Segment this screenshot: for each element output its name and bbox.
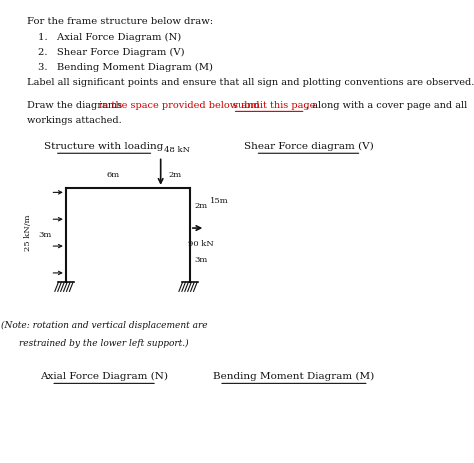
- Text: 2m: 2m: [194, 202, 208, 210]
- Text: , along with a cover page and all: , along with a cover page and all: [306, 101, 467, 110]
- Text: Axial Force Diagram (N): Axial Force Diagram (N): [40, 372, 168, 381]
- Text: 2.   Shear Force Diagram (V): 2. Shear Force Diagram (V): [38, 48, 185, 57]
- Text: Shear Force diagram (V): Shear Force diagram (V): [244, 142, 374, 151]
- Text: restrained by the lower left support.): restrained by the lower left support.): [19, 339, 189, 348]
- Text: For the frame structure below draw:: For the frame structure below draw:: [27, 18, 214, 26]
- Text: (Note: rotation and vertical displacement are: (Note: rotation and vertical displacemen…: [1, 321, 208, 331]
- Text: in the space provided below and: in the space provided below and: [99, 101, 262, 110]
- Text: submit this page: submit this page: [233, 101, 315, 110]
- Text: 15m: 15m: [210, 197, 228, 205]
- Text: 3m: 3m: [194, 256, 208, 264]
- Text: 6m: 6m: [107, 171, 120, 180]
- Text: 1.   Axial Force Diagram (N): 1. Axial Force Diagram (N): [38, 33, 182, 42]
- Text: Bending Moment Diagram (M): Bending Moment Diagram (M): [213, 372, 374, 381]
- Text: workings attached.: workings attached.: [27, 116, 122, 125]
- Text: 3.   Bending Moment Diagram (M): 3. Bending Moment Diagram (M): [38, 63, 213, 72]
- Text: Label all significant points and ensure that all sign and plotting conventions a: Label all significant points and ensure …: [27, 78, 474, 87]
- Text: Draw the diagrams: Draw the diagrams: [27, 101, 126, 110]
- Text: 90 kN: 90 kN: [188, 239, 214, 248]
- Text: 3m: 3m: [38, 231, 51, 239]
- Text: 2m: 2m: [169, 171, 182, 180]
- Text: Structure with loading: Structure with loading: [45, 142, 164, 151]
- Text: 48 kN: 48 kN: [164, 146, 190, 154]
- Text: 25 kN/m: 25 kN/m: [24, 214, 32, 251]
